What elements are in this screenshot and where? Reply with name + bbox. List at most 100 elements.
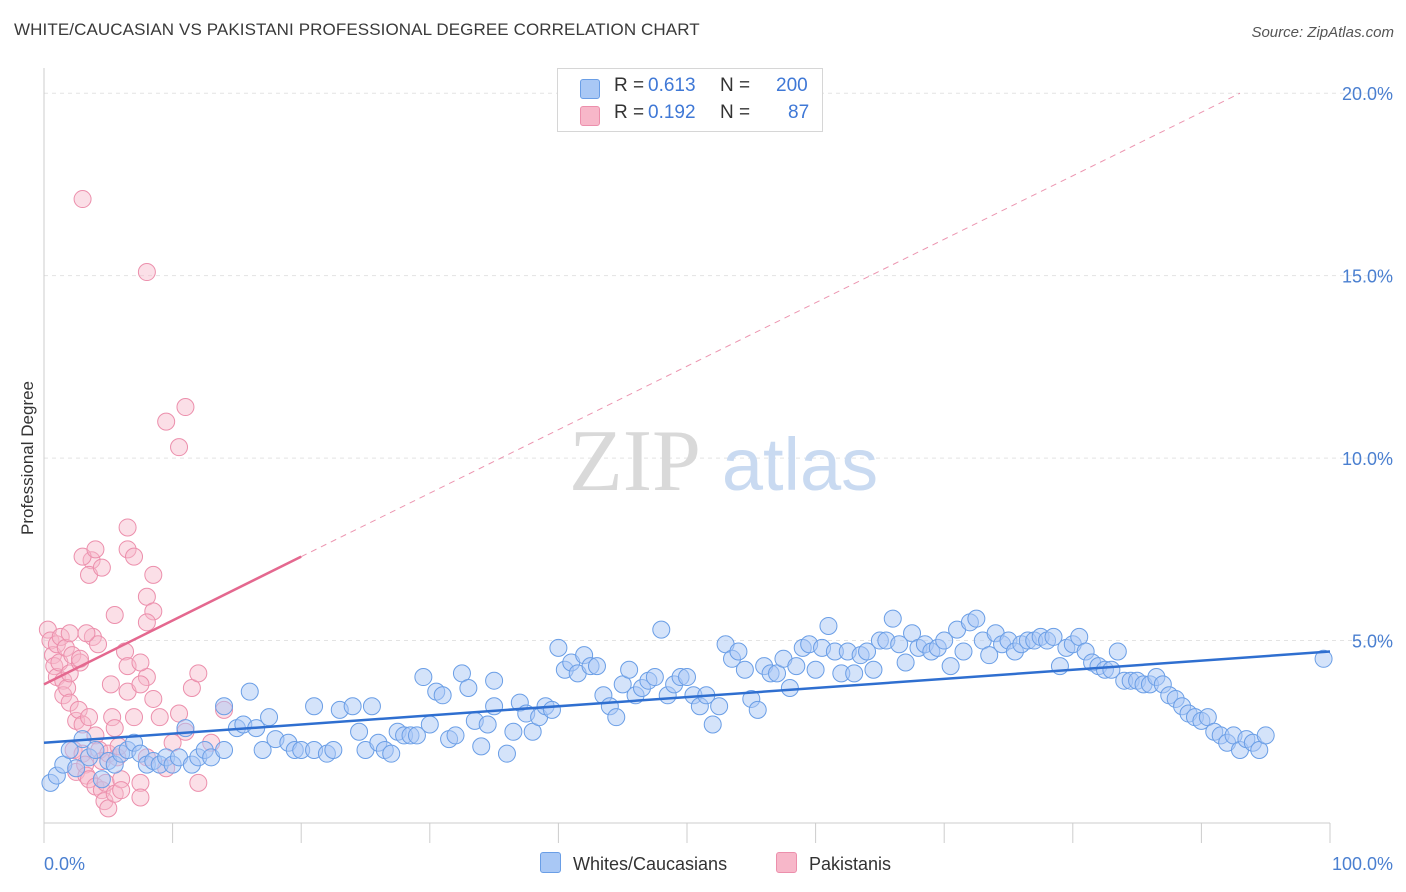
tick-labels: 0.0% 100.0% 5.0% 10.0% 15.0% 20.0% [44, 84, 1393, 874]
legend-label-pakistanis: Pakistanis [809, 854, 892, 874]
whites-point-74 [542, 700, 561, 719]
legend-item-whites[interactable]: Whites/Caucasians [540, 852, 727, 875]
watermark-atlas: atlas [722, 423, 878, 506]
pakistanis-point-52 [131, 788, 150, 807]
whites-point-64 [478, 715, 497, 734]
pakistanis-point-84 [131, 653, 150, 672]
pakistanis-point-10 [56, 638, 75, 657]
whites-point-104 [735, 660, 754, 679]
whites-point-63 [472, 737, 491, 756]
pakistanis-point-80 [144, 565, 163, 584]
legend-item-pakistanis[interactable]: Pakistanis [776, 852, 891, 875]
whites-point-86 [620, 660, 639, 679]
whites-point-152 [1044, 627, 1063, 646]
n-value: 87 [788, 102, 810, 123]
whites-point-115 [806, 660, 825, 679]
whites-point-4 [67, 759, 86, 778]
pakistanis-trend-line [43, 555, 302, 686]
whites-point-185 [1256, 726, 1275, 745]
pakistanis-point-50 [125, 708, 144, 727]
pakistanis-point-11 [58, 678, 77, 697]
whites-point-127 [883, 609, 902, 628]
whites-point-136 [941, 657, 960, 676]
whites-point-54 [414, 668, 433, 687]
whites-point-43 [343, 697, 362, 716]
y-tick-label-2: 15.0% [1342, 267, 1393, 287]
pakistanis-point-25 [80, 708, 99, 727]
y-tick-label-3: 20.0% [1342, 84, 1393, 104]
pakistanis-point-7 [51, 627, 70, 646]
whites-point-100 [710, 697, 729, 716]
legend-label-whites: Whites/Caucasians [573, 854, 728, 874]
whites-point-106 [748, 700, 767, 719]
whites-point-123 [858, 642, 877, 661]
whites-point-33 [260, 708, 279, 727]
whites-point-84 [607, 708, 626, 727]
pakistanis-point-41 [105, 719, 124, 738]
pakistanis-point-82 [144, 602, 163, 621]
pakistanis-point-14 [60, 693, 79, 712]
pakistanis-point-72 [73, 190, 92, 209]
whites-point-27 [215, 741, 234, 760]
chart-title: WHITE/CAUCASIAN VS PAKISTANI PROFESSIONA… [14, 20, 700, 39]
watermark-zip: ZIP [569, 413, 701, 510]
n-label: N = [720, 102, 751, 123]
pakistanis-point-75 [176, 398, 195, 417]
trend-lines [43, 92, 1331, 744]
r-value: 0.613 [648, 75, 696, 96]
whites-point-129 [896, 653, 915, 672]
pakistanis-point-55 [144, 689, 163, 708]
whites-point-81 [587, 657, 606, 676]
whites-point-55 [420, 715, 439, 734]
pakistanis-point-56 [150, 708, 169, 727]
correlation-legend: R = 0.613 N = 200 R = 0.192 N = 87 [557, 68, 823, 132]
pakistanis-point-3 [45, 657, 64, 676]
source-label: Source: ZipAtlas.com [1251, 24, 1394, 41]
pakistanis-point-85 [131, 675, 150, 694]
pakistanis-point-74 [157, 412, 176, 431]
pakistanis-point-86 [105, 606, 124, 625]
pink-swatch-icon [580, 106, 600, 126]
whites-points [41, 609, 1333, 792]
whites-point-142 [980, 646, 999, 665]
whites-point-67 [497, 744, 516, 763]
whites-point-112 [787, 657, 806, 676]
whites-point-32 [253, 741, 272, 760]
whites-point-59 [446, 726, 465, 745]
whites-point-8 [92, 770, 111, 789]
pakistanis-point-67 [77, 624, 96, 643]
whites-point-186 [1314, 649, 1333, 668]
whites-point-46 [362, 697, 381, 716]
whites-point-121 [845, 664, 864, 683]
whites-point-90 [645, 668, 664, 687]
blue-swatch-icon [540, 852, 561, 873]
whites-point-124 [864, 660, 883, 679]
whites-point-26 [215, 697, 234, 716]
whites-point-68 [504, 722, 523, 741]
whites-point-140 [967, 609, 986, 628]
pakistanis-point-46 [112, 781, 131, 800]
whites-point-38 [305, 697, 324, 716]
whites-point-30 [240, 682, 259, 701]
whites-point-135 [935, 631, 954, 650]
pakistanis-trend-extension [300, 92, 1241, 558]
whites-point-7 [86, 741, 105, 760]
pakistanis-point-19 [69, 700, 88, 719]
y-tick-label-0: 5.0% [1352, 632, 1393, 652]
x-tick-label-min: 0.0% [44, 854, 85, 874]
pakistanis-point-27 [82, 551, 101, 570]
whites-point-111 [780, 678, 799, 697]
n-label: N = [720, 75, 751, 96]
pakistanis-point-31 [89, 635, 108, 654]
whites-point-117 [819, 616, 838, 635]
whites-point-65 [485, 671, 504, 690]
whites-point-103 [729, 642, 748, 661]
n-value: 200 [776, 75, 808, 96]
r-label: R = [614, 75, 645, 96]
whites-point-128 [890, 635, 909, 654]
whites-point-99 [703, 715, 722, 734]
pakistanis-point-78 [118, 540, 137, 559]
grid-lines [44, 92, 1392, 642]
pakistanis-point-76 [170, 438, 189, 457]
